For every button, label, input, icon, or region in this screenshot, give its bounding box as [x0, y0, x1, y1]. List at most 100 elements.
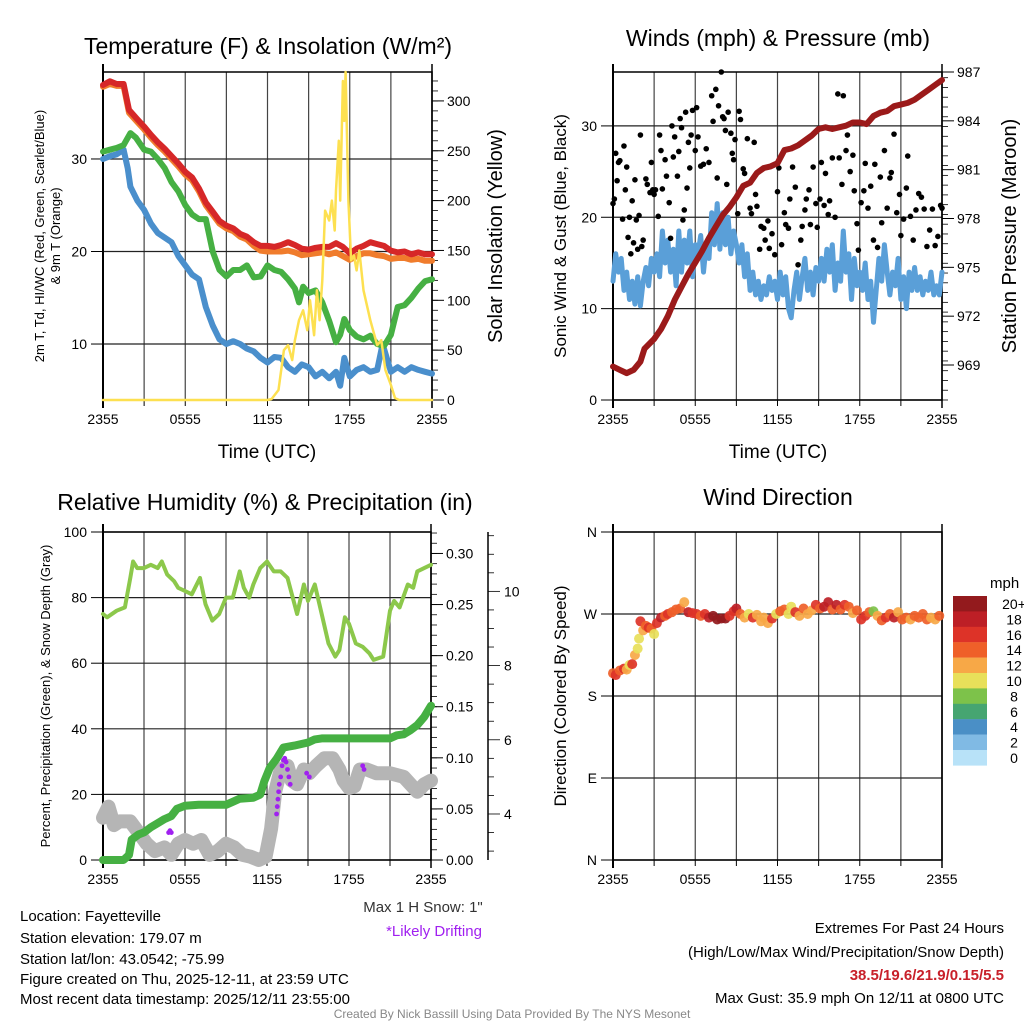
gust-point	[689, 107, 696, 114]
gust-point	[888, 169, 895, 176]
gust-point	[632, 177, 638, 183]
right-tick-label: 200	[447, 193, 471, 209]
gust-point	[778, 241, 785, 248]
wind-direction-point	[627, 659, 638, 670]
gust-point	[843, 147, 849, 154]
y-tick-label: 10	[71, 336, 87, 352]
gust-point	[826, 198, 833, 204]
gust-point	[633, 217, 640, 223]
wind-direction-point	[679, 597, 690, 608]
snow-tick-label: 10	[504, 583, 520, 599]
station-location: Location: Fayetteville	[20, 908, 161, 925]
temperature-y-label-line1: 2m T, Td, HI/WC (Red, Green, Scarlet/Blu…	[32, 110, 47, 362]
drift-point	[274, 804, 280, 809]
gust-point	[685, 139, 692, 146]
wind-direction-point	[893, 607, 904, 618]
gust-point	[766, 245, 773, 252]
gust-point	[669, 123, 675, 129]
drift-point	[276, 781, 282, 787]
gust-point	[847, 168, 853, 175]
series-pressure-line	[610, 77, 945, 377]
gust-point	[678, 124, 685, 131]
gust-point	[671, 134, 678, 140]
gust-point	[881, 147, 888, 154]
gust-point	[722, 127, 729, 134]
gust-point	[939, 205, 945, 211]
gust-point	[737, 116, 744, 123]
gust-point	[907, 213, 914, 220]
gust-point	[634, 246, 641, 253]
colorbar-label: 2	[1010, 735, 1018, 751]
x-tick-label: 2355	[926, 411, 957, 427]
gust-point	[924, 243, 930, 250]
drift-point	[278, 774, 284, 780]
gust-point	[887, 175, 893, 181]
drift-point	[168, 830, 174, 835]
y-tick-label: W	[584, 606, 598, 622]
colorbar-swatch	[953, 642, 987, 658]
x-tick-label: 1755	[844, 411, 875, 427]
gust-point	[656, 132, 663, 138]
gust-point	[910, 237, 917, 243]
gust-point	[619, 216, 626, 222]
gust-point	[878, 219, 885, 226]
gust-point	[700, 161, 707, 168]
gust-point	[751, 139, 757, 146]
y-tick-label: 10	[581, 301, 597, 317]
series-windchill-line	[100, 146, 435, 389]
gust-point	[810, 164, 816, 170]
wind-direction-point	[934, 610, 945, 621]
gust-point	[818, 159, 825, 166]
pressure-y-label: Station Pressure (Maroon)	[999, 119, 1021, 354]
gust-point	[725, 109, 731, 116]
gust-point	[835, 91, 841, 97]
gust-point	[752, 191, 759, 198]
gust-point	[732, 136, 738, 143]
right-tick-label: 0.30	[446, 545, 473, 561]
gust-point	[840, 92, 847, 99]
gust-point	[663, 173, 670, 179]
gust-point	[686, 165, 693, 171]
gust-point	[877, 174, 884, 180]
colorbar-swatch	[953, 673, 987, 689]
gust-point	[723, 181, 730, 188]
y-tick-label: N	[587, 852, 597, 868]
credit: Created By Nick Bassill Using Data Provi…	[334, 1007, 691, 1021]
gust-point	[692, 147, 699, 154]
right-tick-label: 50	[447, 342, 463, 358]
humidity-y-label: Percent, Precipitation (Green), & Snow D…	[38, 545, 53, 848]
right-tick-label: 984	[957, 113, 981, 129]
right-tick-label: 0.05	[446, 801, 473, 817]
gust-point	[769, 230, 775, 237]
drift-point	[304, 770, 310, 776]
gust-point	[802, 207, 808, 213]
gust-point	[748, 210, 755, 217]
gust-point	[637, 132, 644, 138]
wind-direction-point	[634, 633, 645, 644]
gust-point	[855, 247, 862, 253]
figure-created: Figure created on Thu, 2025-12-11, at 23…	[20, 971, 349, 988]
gust-point	[636, 212, 642, 219]
colorbar-label: 6	[1010, 704, 1018, 720]
gust-point	[626, 214, 633, 221]
colorbar-label: 10	[1006, 673, 1022, 689]
drift-point	[274, 811, 279, 817]
gust-point	[667, 235, 674, 242]
gust-point	[674, 173, 681, 179]
gust-point	[730, 156, 737, 163]
gust-point	[638, 243, 645, 250]
max-gust: Max Gust: 35.9 mph On 12/11 at 0800 UTC	[715, 990, 1004, 1007]
gust-point	[825, 211, 832, 218]
gust-point	[693, 104, 700, 111]
gust-point	[741, 170, 748, 177]
drift-point	[282, 755, 288, 761]
gust-point	[710, 118, 716, 125]
gust-point	[900, 216, 907, 222]
series-precip-line	[99, 701, 435, 864]
gust-point	[817, 196, 823, 202]
gust-point	[765, 218, 771, 224]
gust-point	[610, 200, 616, 207]
right-tick-label: 150	[447, 242, 471, 258]
x-tick-label: 2355	[415, 871, 446, 887]
